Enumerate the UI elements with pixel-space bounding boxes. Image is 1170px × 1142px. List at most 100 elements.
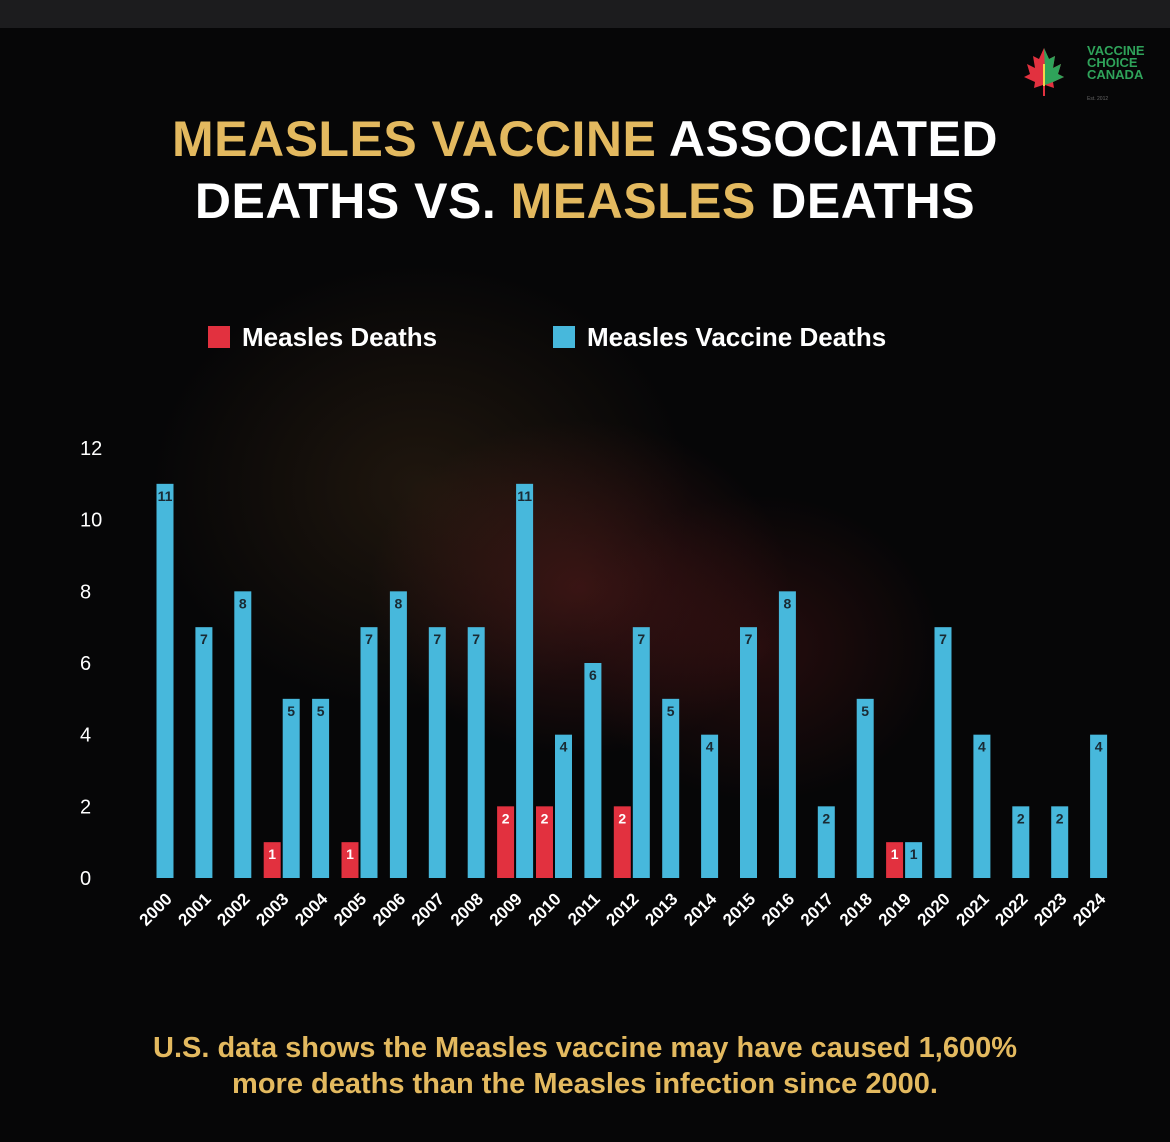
title-white-3: DEATHS <box>755 173 976 229</box>
x-tick-label-2003: 2003 <box>252 889 292 929</box>
x-tick-label-2004: 2004 <box>291 889 332 930</box>
bar-measles-2010 <box>536 806 553 878</box>
data-label-measles-2009: 2 <box>502 810 510 826</box>
bar-vaccine-2014 <box>701 734 719 878</box>
bar-vaccine-2000 <box>156 483 174 878</box>
x-tick-label-2007: 2007 <box>408 889 448 929</box>
y-tick-label: 8 <box>80 581 91 603</box>
data-label-vaccine-2020: 7 <box>939 631 947 647</box>
data-label-vaccine-2016: 8 <box>784 595 792 611</box>
y-tick-label: 10 <box>80 510 102 532</box>
data-label-vaccine-2005: 7 <box>365 631 373 647</box>
data-label-vaccine-2019: 1 <box>910 846 918 862</box>
bar-vaccine-2016 <box>778 591 796 878</box>
bar-measles-2003 <box>263 842 281 878</box>
x-tick-label-2019: 2019 <box>875 889 915 929</box>
bar-measles-2019 <box>886 842 904 878</box>
bar-vaccine-2021 <box>973 734 991 878</box>
bar-vaccine-2022 <box>1012 806 1030 878</box>
x-tick-label-2010: 2010 <box>525 889 565 929</box>
bar-vaccine-2011 <box>584 663 602 878</box>
data-label-vaccine-2012: 7 <box>637 631 645 647</box>
data-label-vaccine-2015: 7 <box>745 631 753 647</box>
y-tick-label: 6 <box>80 653 91 675</box>
logo-line-1: VACCINE <box>1087 43 1145 58</box>
x-tick-label-2014: 2014 <box>680 889 721 930</box>
bar-measles-2012 <box>613 806 631 878</box>
data-label-vaccine-2003: 5 <box>287 703 295 719</box>
data-label-vaccine-2004: 5 <box>317 703 325 719</box>
x-tick-label-2008: 2008 <box>447 889 487 929</box>
x-tick-label-2011: 2011 <box>564 889 604 929</box>
data-label-measles-2010: 2 <box>541 810 549 826</box>
data-label-vaccine-2011: 6 <box>589 667 597 683</box>
x-tick-label-2024: 2024 <box>1069 889 1110 930</box>
legend-item-measles: Measles Deaths <box>208 322 437 353</box>
bar-vaccine-2002 <box>234 591 252 878</box>
x-tick-label-2002: 2002 <box>213 889 253 929</box>
logo-wordmark: VACCINE CHOICE CANADA <box>1087 43 1145 82</box>
bar-vaccine-2004 <box>312 698 330 878</box>
y-tick-label: 12 <box>80 438 102 460</box>
bar-vaccine-2010 <box>555 734 572 878</box>
title-white-2: DEATHS VS. <box>194 173 511 229</box>
x-tick-label-2005: 2005 <box>330 889 370 929</box>
logo-line-2: CHOICE <box>1087 55 1138 70</box>
bar-vaccine-2020 <box>934 627 952 878</box>
x-tick-label-2012: 2012 <box>602 889 642 929</box>
infographic-background <box>0 28 1170 1142</box>
data-label-vaccine-2023: 2 <box>1056 810 1064 826</box>
data-label-vaccine-2014: 4 <box>706 739 714 755</box>
bar-vaccine-2003 <box>282 698 300 878</box>
x-tick-label-2015: 2015 <box>719 889 759 929</box>
footer-line-1: U.S. data shows the Measles vaccine may … <box>153 1032 1017 1064</box>
x-tick-label-2022: 2022 <box>991 889 1031 929</box>
bar-vaccine-2006 <box>389 591 407 878</box>
data-label-vaccine-2002: 8 <box>239 595 247 611</box>
x-tick-label-2018: 2018 <box>836 889 876 929</box>
y-tick-label: 0 <box>80 868 91 890</box>
title-line-1: MEASLES VACCINE ASSOCIATED <box>0 108 1170 170</box>
bar-vaccine-2015 <box>740 627 757 878</box>
title-gold-1: MEASLES VACCINE <box>171 111 657 167</box>
y-tick-label: 4 <box>80 725 91 747</box>
bar-vaccine-2017 <box>817 806 835 878</box>
bar-vaccine-2013 <box>662 698 680 878</box>
x-tick-label-2000: 2000 <box>136 889 176 929</box>
x-tick-label-2013: 2013 <box>641 889 681 929</box>
logo-subtitle: Est. 2012 <box>1087 96 1109 102</box>
legend-item-vaccine: Measles Vaccine Deaths <box>553 322 886 353</box>
x-tick-label-2001: 2001 <box>175 889 215 929</box>
data-label-vaccine-2022: 2 <box>1017 810 1025 826</box>
data-label-measles-2003: 1 <box>268 846 276 862</box>
bar-chart: 0246810121120007200182002152003520041720… <box>80 438 1110 930</box>
data-label-vaccine-2006: 8 <box>395 595 403 611</box>
x-tick-label-2020: 2020 <box>914 889 954 929</box>
footer-line-2: more deaths than the Measles infection s… <box>232 1068 938 1100</box>
bar-vaccine-2007 <box>428 627 446 878</box>
data-label-vaccine-2009: 11 <box>517 488 532 504</box>
title-line-2: DEATHS VS. MEASLES DEATHS <box>0 170 1170 232</box>
bar-vaccine-2012 <box>632 627 650 878</box>
bar-vaccine-2018 <box>856 698 874 878</box>
bar-vaccine-2005 <box>360 627 378 878</box>
footer-caption: U.S. data shows the Measles vaccine may … <box>0 1030 1170 1102</box>
legend-swatch-vaccine <box>553 326 575 348</box>
data-label-vaccine-2013: 5 <box>667 703 675 719</box>
y-tick-label: 2 <box>80 796 91 818</box>
data-label-vaccine-2000: 11 <box>158 488 173 504</box>
x-tick-label-2017: 2017 <box>797 889 837 929</box>
x-tick-label-2021: 2021 <box>953 889 993 929</box>
bar-vaccine-2001 <box>195 627 213 878</box>
bar-measles-2009 <box>497 806 515 878</box>
data-label-vaccine-2021: 4 <box>978 739 986 755</box>
data-label-vaccine-2007: 7 <box>433 631 441 647</box>
logo-line-3: CANADA <box>1087 67 1144 82</box>
bar-vaccine-2024 <box>1090 734 1108 878</box>
title-gold-2: MEASLES <box>510 173 756 229</box>
data-label-measles-2019: 1 <box>891 846 899 862</box>
data-label-vaccine-2010: 4 <box>560 739 568 755</box>
bar-vaccine-2008 <box>467 627 485 878</box>
bar-vaccine-2019 <box>905 842 923 878</box>
data-label-vaccine-2017: 2 <box>822 810 830 826</box>
